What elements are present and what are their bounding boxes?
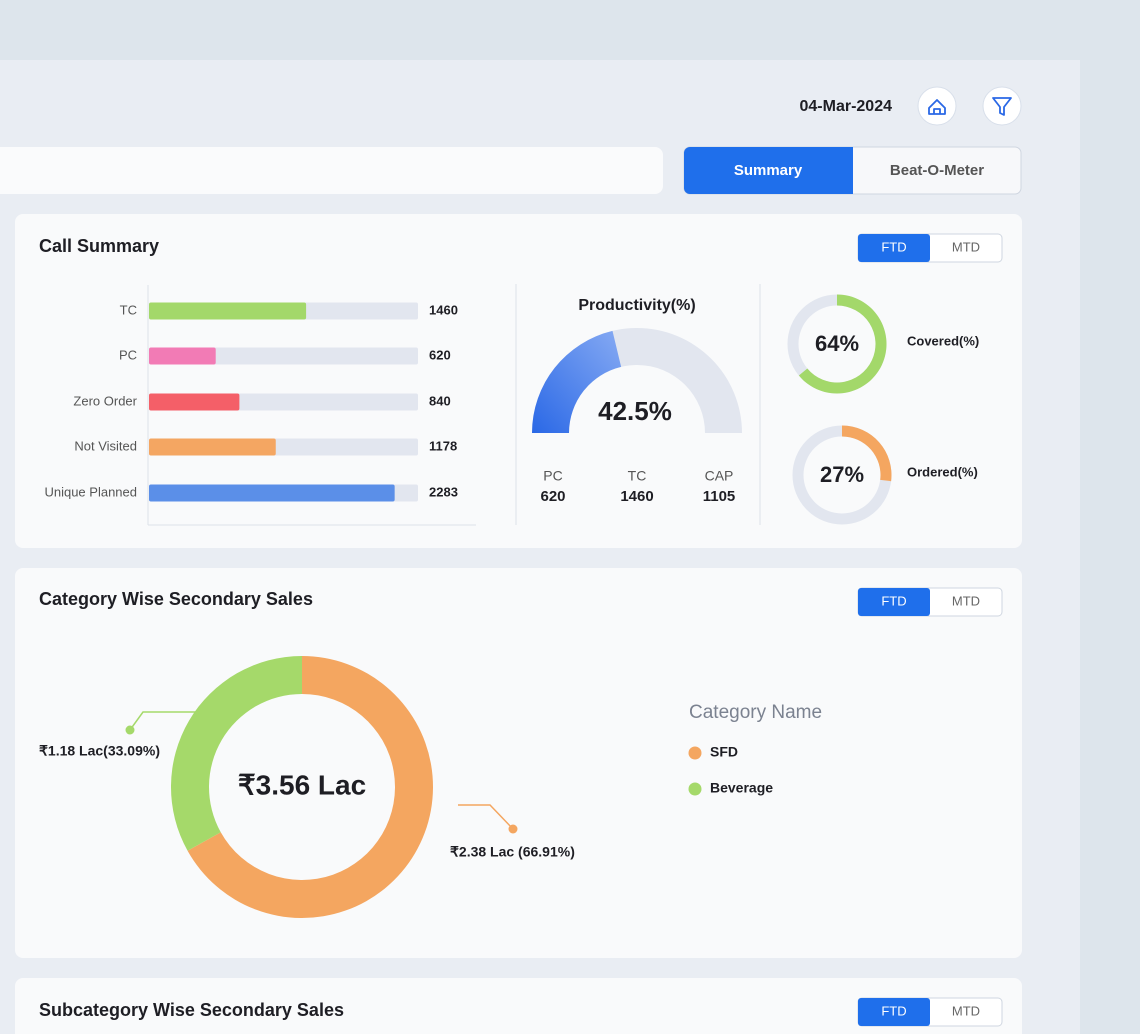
- legend-label: SFD: [710, 744, 738, 760]
- donut-value: 64%: [815, 331, 859, 356]
- pie-slice: [187, 656, 433, 919]
- card-title: Subcategory Wise Secondary Sales: [39, 1000, 344, 1020]
- bar-value: 1178: [429, 438, 457, 453]
- toggle-option[interactable]: MTD: [952, 1003, 980, 1018]
- toggle-option[interactable]: FTD: [881, 1003, 906, 1018]
- search-box[interactable]: [0, 147, 663, 194]
- stat-label: TC: [628, 468, 647, 484]
- leader-line: [458, 804, 514, 830]
- gauge-value: 42.5%: [598, 396, 672, 426]
- bar: [149, 438, 276, 456]
- bar-value: 840: [429, 393, 451, 408]
- tab-active[interactable]: [684, 147, 853, 194]
- bar-value: 2283: [429, 484, 458, 499]
- leader-dot: [125, 725, 135, 735]
- donut-label: Ordered(%): [907, 464, 978, 479]
- legend-marker: [688, 746, 702, 760]
- toggle-option[interactable]: MTD: [952, 593, 980, 608]
- bar-label: TC: [120, 302, 137, 317]
- bar-label: Zero Order: [73, 393, 137, 408]
- stat-label: CAP: [705, 468, 734, 484]
- pie-center-label: ₹3.56 Lac: [238, 769, 366, 800]
- toggle-active[interactable]: [858, 234, 930, 262]
- toggle-option[interactable]: MTD: [952, 239, 980, 254]
- stat-value: 620: [540, 488, 565, 505]
- tab[interactable]: Beat-O-Meter: [890, 162, 984, 179]
- toggle-active[interactable]: [858, 588, 930, 616]
- date: 04-Mar-2024: [800, 98, 893, 115]
- home-button[interactable]: [917, 86, 957, 126]
- card-title: Category Wise Secondary Sales: [39, 589, 313, 609]
- slice-label: ₹1.18 Lac(33.09%): [39, 743, 160, 759]
- toggle-active[interactable]: [858, 998, 930, 1026]
- bar-track: [149, 347, 418, 365]
- card: [15, 214, 1022, 548]
- card: [15, 568, 1022, 958]
- tab[interactable]: Summary: [734, 162, 803, 179]
- bar-label: Not Visited: [74, 438, 137, 453]
- toggle-option[interactable]: FTD: [881, 593, 906, 608]
- slice-label: ₹2.38 Lac (66.91%): [450, 844, 575, 860]
- legend-label: Beverage: [710, 780, 773, 796]
- donut-fill: [842, 425, 892, 482]
- bar-value: 1460: [429, 302, 458, 317]
- bar: [149, 347, 216, 365]
- leader-dot: [508, 824, 518, 834]
- bar-label: Unique Planned: [44, 484, 137, 499]
- bar: [149, 302, 307, 320]
- legend-title: Category Name: [689, 702, 822, 723]
- pie-slice: [170, 656, 302, 851]
- bar-value: 620: [429, 347, 451, 362]
- bar-label: PC: [119, 347, 137, 362]
- leader-line: [129, 711, 205, 731]
- legend-marker: [688, 782, 702, 796]
- bar: [149, 484, 395, 502]
- stat-value: 1460: [620, 488, 653, 505]
- donut-fill: [798, 294, 887, 394]
- gauge-fill: [532, 330, 622, 433]
- bar: [149, 393, 240, 411]
- toggle-option[interactable]: FTD: [881, 239, 906, 254]
- stat-label: PC: [543, 468, 562, 484]
- card-title: Call Summary: [39, 236, 159, 256]
- donut-label: Covered(%): [907, 333, 979, 348]
- donut-value: 27%: [820, 462, 864, 487]
- gauge-title: Productivity(%): [578, 297, 695, 314]
- filter-button[interactable]: [982, 86, 1022, 126]
- card: [15, 978, 1022, 1034]
- stat-value: 1105: [703, 488, 736, 505]
